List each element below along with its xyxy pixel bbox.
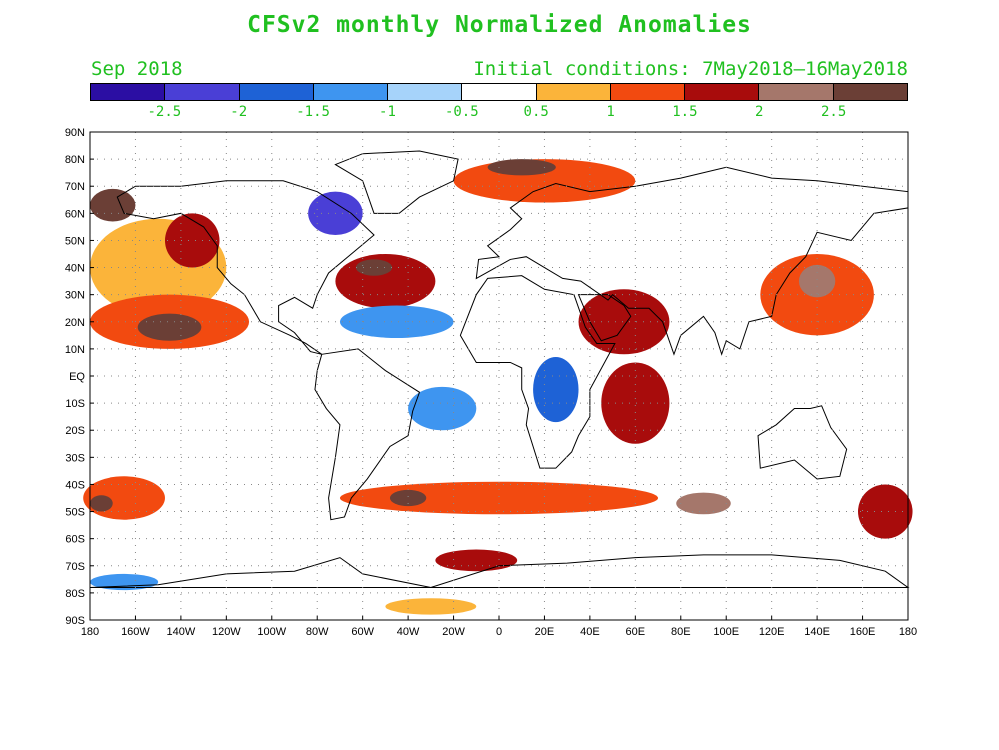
anomaly-southern-indian-core [676, 492, 731, 515]
lon-tick-label: 100E [713, 626, 739, 638]
lon-tick-label: 160W [121, 626, 150, 638]
valid-month: Sep 2018 [91, 58, 183, 80]
lat-tick-label: 80S [65, 588, 85, 600]
colorbar-label: 2 [755, 104, 764, 120]
anomaly-weddell-warm [435, 549, 518, 572]
lat-tick-label: 10S [65, 398, 85, 410]
lon-tick-label: 40W [397, 626, 420, 638]
anomaly-fields [83, 159, 913, 615]
lon-tick-label: 100W [257, 626, 286, 638]
lat-tick-label: 40N [65, 263, 85, 275]
lon-tick-label: 180 [81, 626, 99, 638]
lat-tick-label: 50N [65, 235, 85, 247]
coastline-arabia [577, 294, 632, 342]
lon-tick-label: 180 [899, 626, 917, 638]
coastline-africa [459, 275, 616, 469]
lon-tick-label: 140W [167, 626, 196, 638]
anomaly-gulf-stream-core [355, 259, 393, 276]
chart-title: CFSv2 monthly Normalized Anomalies [247, 12, 752, 38]
anomaly-east-pacific-core [137, 313, 202, 341]
colorbar-label: 0.5 [523, 104, 549, 120]
lat-tick-label: 70S [65, 561, 85, 573]
colorbar-swatch [313, 84, 389, 100]
lat-tick-label: 20S [65, 425, 85, 437]
anomaly-south-pacific-core [90, 495, 113, 512]
anomaly-tasman-warm [858, 484, 913, 539]
lon-tick-label: 20E [535, 626, 555, 638]
lat-tick-label: 80N [65, 154, 85, 166]
colorbar-swatch [388, 84, 463, 100]
colorbar [90, 83, 908, 101]
lat-tick-label: 20N [65, 317, 85, 329]
coastline-europe-asia [475, 166, 909, 356]
colorbar-label: 1 [606, 104, 615, 120]
initial-conditions: Initial conditions: 7May2018–16May2018 [473, 58, 908, 80]
lat-tick-label: 60N [65, 208, 85, 220]
lat-tick-label: 90N [65, 127, 85, 139]
lon-tick-label: 140E [804, 626, 830, 638]
lon-tick-label: 80W [306, 626, 329, 638]
map-frame [89, 131, 909, 621]
colorbar-swatch [610, 84, 686, 100]
coastline-south-america [314, 348, 421, 521]
lat-tick-label: 30N [65, 290, 85, 302]
anomaly-barents-core [487, 159, 556, 176]
lon-tick-label: 120E [759, 626, 785, 638]
lat-tick-label: 90S [65, 615, 85, 627]
lon-tick-label: 160E [850, 626, 876, 638]
lon-tick-label: 80E [671, 626, 691, 638]
longitude-axis: 180 160W 140W 120W 100W 80W 60W 40W 20W 0 20E 40E 60… [81, 616, 917, 638]
lon-tick-label: 60W [351, 626, 374, 638]
colorbar-label: -1 [379, 104, 396, 120]
colorbar-label: -2.5 [147, 104, 182, 120]
anomaly-southern-ocean-warm [339, 481, 659, 515]
lon-tick-label: 20W [442, 626, 465, 638]
anomaly-alaska-core [90, 188, 136, 222]
coastline-north-america [116, 180, 375, 355]
colorbar-swatch [165, 84, 240, 100]
anomaly-west-pacific-core [798, 264, 836, 298]
colorbar-swatch [536, 84, 611, 100]
gridlines [90, 132, 908, 620]
anomaly-indian-ocean-warm [601, 362, 670, 444]
lat-tick-label: 60S [65, 534, 85, 546]
coastlines [89, 150, 910, 588]
anomaly-southern-ocean-cores [389, 489, 427, 507]
lon-tick-label: 0 [496, 626, 502, 638]
anomaly-north-pacific-core [164, 213, 220, 268]
coastline-australia [757, 405, 848, 480]
coastline-greenland [334, 150, 459, 214]
anomaly-antarctic-warm [385, 598, 477, 615]
anomaly-south-atlantic-cold [408, 386, 477, 431]
colorbar-swatch [833, 84, 907, 100]
colorbar-swatch [91, 84, 166, 100]
colorbar-swatch [685, 84, 760, 100]
anomaly-ross-cold [90, 573, 159, 591]
anomaly-atlantic-cold [339, 305, 454, 339]
colorbar-swatch [239, 84, 314, 100]
latitude-axis: 90N 80N 70N 60N 50N 40N 30N 20N 10N EQ 10S 20S 30S 40… [65, 127, 94, 627]
lat-tick-label: EQ [69, 371, 85, 383]
colorbar-label: 1.5 [672, 104, 698, 120]
anomaly-central-africa-cold [533, 357, 579, 423]
colorbar-swatch [462, 84, 537, 100]
lat-tick-label: 30S [65, 452, 85, 464]
lat-tick-label: 40S [65, 479, 85, 491]
coastline-antarctica [89, 554, 910, 588]
lon-tick-label: 120W [212, 626, 241, 638]
lon-tick-label: 40E [580, 626, 600, 638]
lat-tick-label: 10N [65, 344, 85, 356]
lon-tick-label: 60E [626, 626, 646, 638]
colorbar-swatch [759, 84, 834, 100]
colorbar-label: -1.5 [296, 104, 330, 120]
lat-tick-label: 50S [65, 507, 85, 519]
colorbar-label: 2.5 [820, 104, 847, 120]
lat-tick-label: 70N [65, 181, 85, 193]
colorbar-label: -0.5 [444, 104, 479, 120]
colorbar-label: -2 [230, 104, 248, 120]
anomaly-arabian-warm [578, 289, 670, 355]
